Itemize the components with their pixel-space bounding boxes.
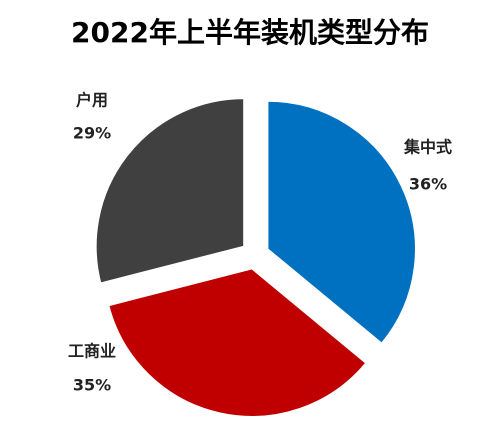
slice-value-label: 29% [73,124,111,143]
pie-slice [107,267,368,418]
slice-value-label: 36% [409,175,447,194]
pie-slice [95,97,245,285]
slice-label: 户用 [76,91,108,110]
chart-title: 2022年上半年装机类型分布 [71,16,429,49]
slice-label: 工商业 [68,342,116,361]
pie-slice [266,100,417,345]
slice-value-label: 35% [73,376,111,395]
slice-label: 集中式 [403,138,452,157]
